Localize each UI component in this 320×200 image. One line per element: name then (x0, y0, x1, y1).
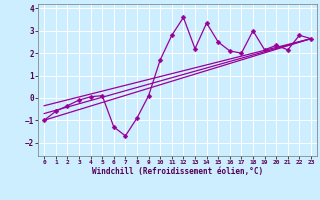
X-axis label: Windchill (Refroidissement éolien,°C): Windchill (Refroidissement éolien,°C) (92, 167, 263, 176)
